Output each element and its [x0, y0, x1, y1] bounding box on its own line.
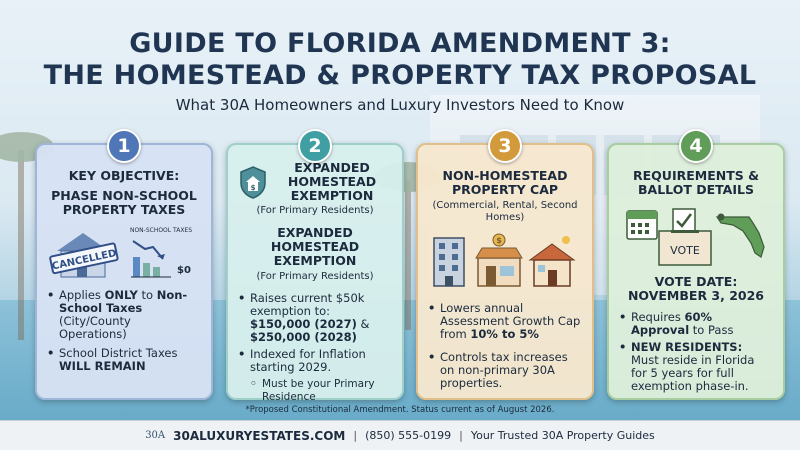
footnote: *Proposed Constitutional Amendment. Stat…	[245, 405, 555, 415]
tagline: Your Trusted 30A Property Guides	[470, 429, 655, 442]
card-non-homestead-cap: 3 NON-HOMESTEAD PROPERTY CAP (Commercial…	[416, 129, 594, 400]
page-title: GUIDE TO FLORIDA AMENDMENT 3: THE HOMEST…	[43, 28, 757, 91]
card-heading: NON-HOMESTEAD PROPERTY CAP	[442, 168, 568, 197]
vote-date: VOTE DATE: NOVEMBER 3, 2026	[627, 274, 765, 303]
divider: |	[459, 429, 463, 442]
step-badge: 2	[298, 129, 332, 163]
card-heading: REQUIREMENTS & BALLOT DETAILS	[633, 168, 759, 197]
card-subheading-repeat: (For Primary Residents)	[256, 271, 374, 282]
card-requirements: 4 REQUIREMENTS & BALLOT DETAILS VOTE VOT…	[607, 129, 785, 400]
brand-logo: 30A	[145, 430, 166, 441]
svg-text:$: $	[496, 236, 502, 245]
list-item: NEW RESIDENTS: Must reside in Florida fo…	[619, 341, 773, 393]
page-subtitle: What 30A Homeowners and Luxury Investors…	[175, 96, 625, 114]
card-homestead-exemption: 2 $ EXPANDED HOMESTEAD EXEMPTION (For Pr…	[226, 129, 404, 403]
list-item: Controls tax increases on non-primary 30…	[428, 351, 582, 390]
ballot-box-icon: VOTE	[626, 208, 765, 266]
step-badge: 3	[488, 129, 522, 163]
shield-house-icon: $	[240, 166, 266, 199]
card-subheading: (For Primary Residents)	[256, 205, 374, 216]
palm-tree-icon	[375, 162, 441, 330]
divider: |	[353, 429, 358, 442]
card-heading: KEY OBJECTIVE:	[68, 168, 180, 183]
property-types-illustration: $	[428, 232, 582, 288]
ballot-label: VOTE	[670, 244, 700, 257]
phone-number[interactable]: (850) 555-0199	[365, 429, 452, 442]
list-item: Lowers annual Assessment Growth Cap from…	[428, 302, 582, 341]
list-item: Requires 60% Approval to Pass	[619, 311, 773, 337]
card-subheading: PHASE NON-SCHOOL PROPERTY TAXES	[51, 188, 197, 217]
footer-bar: 30A 30ALUXURYESTATES.COM | (850) 555-019…	[0, 420, 800, 450]
card-key-objective: 1 KEY OBJECTIVE: PHASE NON-SCHOOL PROPER…	[35, 129, 213, 400]
list-item: Indexed for Inflation starting 2029.	[238, 348, 392, 374]
house-chart-icon: CANCELLED NON-SCHOOL TAXES $0	[49, 227, 192, 278]
step-badge: 1	[107, 129, 141, 163]
palm-tree-icon	[0, 132, 54, 340]
buildings-icon: $	[433, 233, 576, 287]
list-item: School District Taxes WILL REMAIN	[47, 347, 201, 373]
step-badge: 4	[679, 129, 713, 163]
list-item: Raises current $50k exemption to: $150,0…	[238, 292, 392, 344]
website-link[interactable]: 30ALUXURYESTATES.COM	[173, 428, 346, 443]
list-item: Must be your Primary Residence	[238, 378, 392, 404]
card-heading: EXPANDED HOMESTEAD EXEMPTION	[287, 160, 377, 203]
cancelled-taxes-illustration: CANCELLED NON-SCHOOL TAXES $0	[47, 223, 201, 281]
ballot-illustration: VOTE	[619, 203, 773, 269]
card-subheading: (Commercial, Rental, Second Homes)	[432, 200, 578, 223]
chart-label: NON-SCHOOL TAXES	[130, 227, 192, 234]
card-heading-repeat: EXPANDED HOMESTEAD EXEMPTION	[270, 225, 360, 268]
svg-text:$: $	[251, 184, 256, 192]
chart-value: $0	[177, 265, 191, 276]
list-item: Applies ONLY to Non-School Taxes (City/C…	[47, 289, 201, 341]
